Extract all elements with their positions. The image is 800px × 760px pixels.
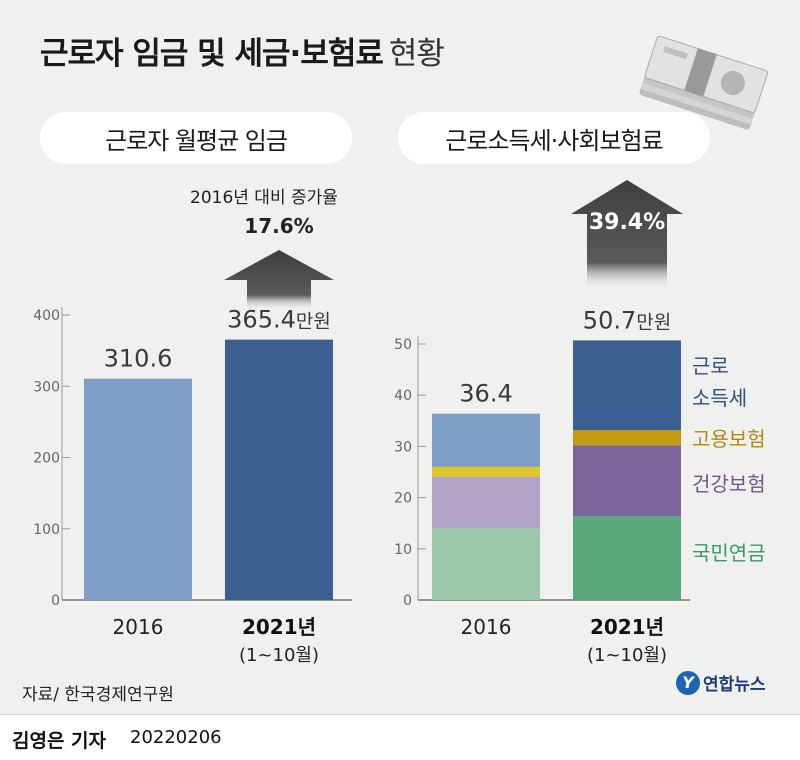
left-ytick-label: 0 [51, 593, 60, 609]
left-bar-2021년 [225, 339, 333, 600]
publisher-logo: Y 연합뉴스 [676, 670, 766, 695]
right-bar-segment-2 [432, 466, 540, 477]
left-xtick-label: 2016 [113, 615, 164, 639]
right-ytick-label: 30 [394, 439, 412, 455]
legend-label-2: 고용보험 [692, 427, 766, 451]
left-bar-2016 [84, 378, 192, 600]
right-xtick-label: 2021년 [590, 615, 664, 639]
right-xtick-sublabel: (1~10월) [587, 645, 667, 666]
page-title: 근로자 임금 및 세금·보험료 현황 [40, 28, 445, 73]
right-total-label: 50.7만원 [583, 306, 671, 334]
left-ytick-label: 100 [33, 522, 60, 538]
left-value-label: 365.4만원 [227, 306, 331, 334]
date: 20220206 [130, 727, 222, 748]
left-ytick-label: 200 [33, 451, 60, 467]
left-xtick-label: 2021년 [242, 615, 316, 639]
title-suffix: 현황 [388, 36, 445, 72]
right-bar-segment-3 [573, 340, 681, 431]
title-main: 근로자 임금 및 세금·보험료 [40, 36, 384, 72]
right-ytick-label: 0 [403, 593, 412, 609]
legend-label-3: 근로 [692, 354, 729, 378]
right-ytick-label: 10 [394, 542, 412, 558]
increase-note-label: 2016년 대비 증가율 [190, 188, 338, 208]
right-bar-segment-0 [573, 516, 681, 600]
left-increase-label: 17.6% [244, 214, 313, 238]
legend-label-1: 건강보험 [692, 472, 766, 496]
right-increase-label: 39.4% [589, 210, 665, 235]
right-total-label: 36.4 [459, 380, 512, 408]
left-ytick-label: 400 [33, 308, 60, 324]
source-label: 자료/ 한국경제연구원 [22, 685, 174, 705]
right-ytick-label: 20 [394, 491, 412, 507]
legend-label-3: 소득세 [692, 386, 747, 410]
logo-text: 연합뉴스 [703, 675, 766, 695]
right-bar-segment-1 [573, 445, 681, 517]
left-ytick-label: 300 [33, 379, 60, 395]
money-stack-icon [639, 35, 768, 130]
right-ytick-label: 40 [394, 388, 412, 404]
right-bar-segment-0 [432, 528, 540, 600]
right-bar-segment-2 [573, 430, 681, 446]
right-increase-arrow [571, 180, 683, 290]
right-ytick-label: 50 [394, 337, 412, 353]
logo-mark: Y [676, 670, 700, 695]
left-panel-title: 근로자 월평균 임금 [40, 112, 352, 164]
right-xtick-label: 2016 [461, 615, 512, 639]
left-xtick-sublabel: (1~10월) [239, 645, 319, 666]
right-bar-segment-3 [432, 413, 540, 467]
left-increase-arrow [224, 250, 334, 310]
right-bar-segment-1 [432, 476, 540, 529]
reporter: 김영은 기자 [12, 730, 107, 752]
left-value-label: 310.6 [104, 345, 173, 373]
right-panel-title: 근로소득세·사회보험료 [398, 112, 710, 164]
legend-label-0: 국민연금 [692, 541, 766, 565]
footer: 김영은 기자 20220206 [0, 714, 800, 760]
